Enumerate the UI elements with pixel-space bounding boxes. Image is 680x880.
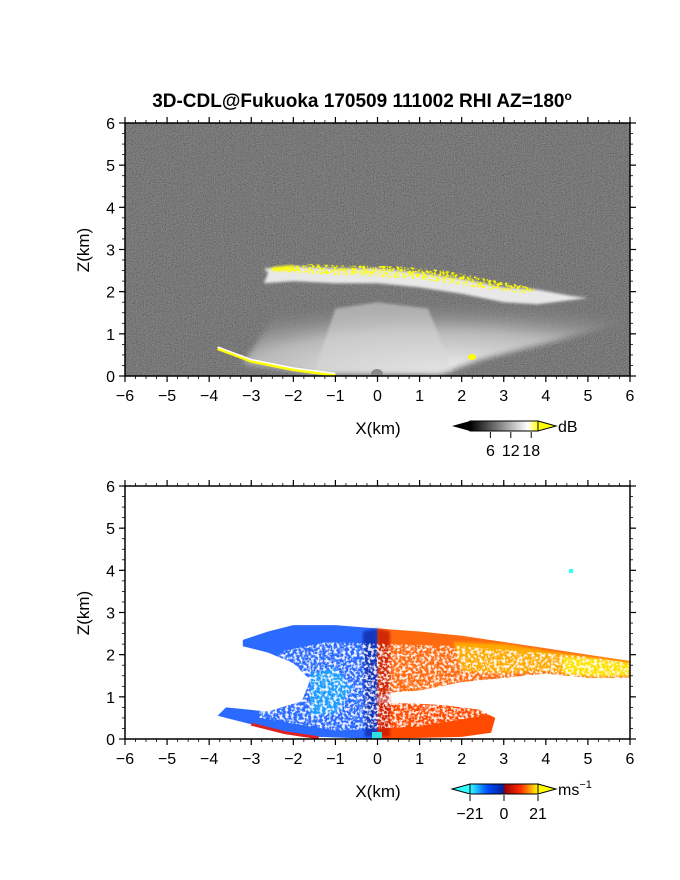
y-tick-label: 1 (106, 690, 115, 707)
y-tick-label: 5 (106, 158, 115, 175)
y-axis-label-top: Z(km) (74, 228, 93, 272)
colorbar-tick-label: 12 (502, 443, 520, 460)
x-tick-label: −6 (116, 388, 134, 405)
colorbar-unit-velocity: ms−1 (558, 779, 592, 799)
x-tick-label: −2 (284, 751, 302, 768)
panel-velocity: −6 −5 −4 −3 −2 −1 0 1 2 3 4 5 6 0 1 2 3 4 5 6 X(km) Z(km) −… (74, 479, 636, 823)
y-tick-label: 3 (106, 243, 115, 260)
y-tick-label: 4 (106, 563, 115, 580)
x-tick-label: 2 (457, 751, 466, 768)
colorbar-tick-label: 0 (500, 806, 509, 823)
x-tick-label: −5 (158, 751, 176, 768)
x-tick-label: 3 (499, 388, 508, 405)
x-tick-label: 4 (541, 388, 550, 405)
chart-title: 3D-CDL@Fukuoka 170509 111002 RHI AZ=180o (152, 89, 572, 112)
x-tick-label: 5 (583, 388, 592, 405)
y-tick-label: 2 (106, 285, 115, 302)
y-tick-label: 2 (106, 648, 115, 665)
x-tick-label: −3 (242, 388, 260, 405)
x-tick-label: 3 (499, 751, 508, 768)
x-tick-label: −5 (158, 388, 176, 405)
colorbar-tick-label: −21 (456, 806, 483, 823)
x-tick-label: −3 (242, 751, 260, 768)
surface-echo-line (217, 347, 336, 376)
x-axis-label-top: X(km) (355, 419, 400, 438)
colorbar-tick-label: 21 (529, 806, 547, 823)
y-tick-label: 6 (106, 479, 115, 496)
x-tick-label: 0 (373, 751, 382, 768)
cloud-layer-echo (263, 266, 588, 305)
x-tick-label: 5 (583, 751, 592, 768)
backscatter-field (125, 123, 630, 376)
x-tick-label: −4 (200, 751, 218, 768)
velocity-field (125, 486, 630, 739)
x-tick-label: −2 (284, 388, 302, 405)
colorbar-tick-label: 6 (486, 443, 495, 460)
x-tick-label: 1 (415, 751, 424, 768)
colorbar-unit-db: dB (558, 419, 578, 436)
x-tick-label: −4 (200, 388, 218, 405)
x-tick-label: 2 (457, 388, 466, 405)
y-tick-label: 4 (106, 200, 115, 217)
y-tick-label: 5 (106, 521, 115, 538)
radar-site-marker (371, 369, 383, 376)
x-tick-label: −1 (326, 751, 344, 768)
x-tick-label: 0 (373, 388, 382, 405)
cloud-saturated-echo (268, 264, 538, 294)
y-tick-label: 6 (106, 116, 115, 133)
y-axis-label-bottom: Z(km) (74, 591, 93, 635)
x-tick-label: 4 (541, 751, 550, 768)
axes-bottom: −6 −5 −4 −3 −2 −1 0 1 2 3 4 5 6 0 1 2 3 4 5 6 (106, 479, 636, 768)
x-axis-label-bottom: X(km) (355, 782, 400, 801)
colorbar-db: 6 12 18 dB (452, 419, 578, 460)
x-tick-label: 1 (415, 388, 424, 405)
x-tick-label: −1 (326, 388, 344, 405)
surface-velocity-line (250, 722, 319, 739)
y-tick-label: 0 (106, 732, 115, 749)
y-tick-label: 1 (106, 327, 115, 344)
axes-top: −6 −5 −4 −3 −2 −1 0 1 2 3 4 5 6 0 1 2 3 4 5 6 (106, 116, 636, 405)
colorbar-tick-label: 18 (522, 443, 540, 460)
y-tick-label: 3 (106, 606, 115, 623)
y-tick-label: 0 (106, 369, 115, 386)
x-tick-label: 6 (626, 388, 635, 405)
x-tick-label: −6 (116, 751, 134, 768)
isolated-velocity-point (569, 569, 573, 573)
colorbar-velocity: −21 0 21 ms−1 (450, 779, 592, 823)
x-tick-label: 6 (626, 751, 635, 768)
